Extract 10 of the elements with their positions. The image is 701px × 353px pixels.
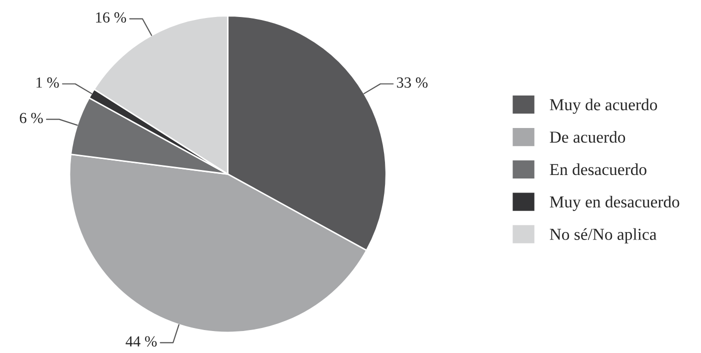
legend-label: De acuerdo [550,131,626,143]
data-label: 1 % [36,77,59,88]
data-label: 6 % [20,112,43,124]
legend-label: Muy de acuerdo [550,98,658,114]
data-label: 16 % [96,12,126,23]
legend-label: No sé/No aplica [550,228,657,244]
legend-label: Muy en desacuerdo [550,196,680,211]
data-label: 33 % [396,77,428,88]
data-label: 44 % [126,336,157,347]
legend-label: En desacuerdo [550,163,646,176]
